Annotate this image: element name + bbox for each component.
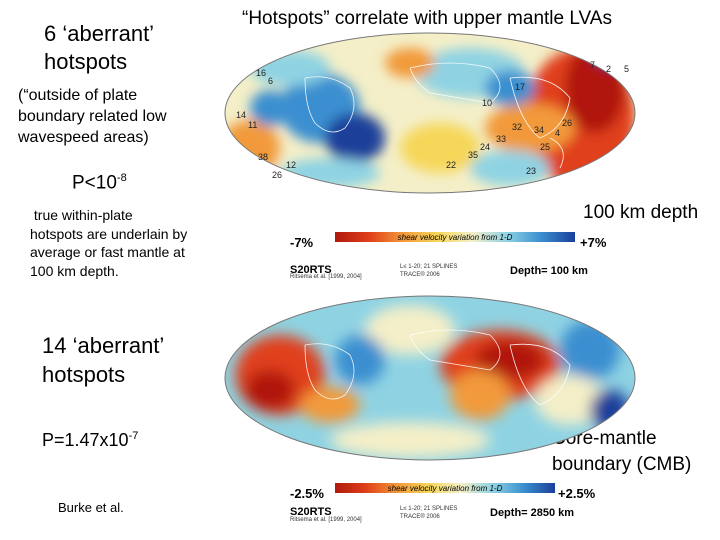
hotspot-number: 10 [482, 98, 492, 108]
color-scale-100km: -7% +7% shear velocity variation from 1-… [290, 228, 620, 280]
hotspot-number: 2 [606, 64, 611, 74]
heading-line: hotspots [42, 361, 126, 387]
depth-label: Depth= 2850 km [490, 507, 575, 519]
hotspot-number: 24 [480, 142, 490, 152]
hotspot-number: 4 [555, 128, 560, 138]
desc-line: 100 km depth. [30, 262, 119, 279]
slide-title: “Hotspots” correlate with upper mantle L… [242, 8, 612, 29]
heading-line: 14 ‘aberrant’ [42, 333, 165, 358]
hotspot-number: 6 [268, 76, 273, 86]
map-outline [224, 295, 636, 461]
hotspot-number: 34 [534, 125, 544, 135]
hotspot-number: 5 [624, 64, 629, 74]
map-outline [224, 32, 636, 194]
trace-info: TRACE® 2006 [400, 272, 440, 278]
hotspot-number: 12 [286, 160, 296, 170]
velocity-anomalies [235, 305, 630, 458]
scale-min: -7% [290, 235, 314, 250]
hotspot-number: 23 [526, 166, 536, 176]
aberrant-hotspots-14-heading: 14 ‘aberrant’ hotspots [42, 332, 164, 389]
coastlines [304, 62, 571, 169]
color-gradient-bar [335, 232, 575, 242]
p-base: P=1.47x10 [42, 430, 129, 450]
note-line: wavespeed areas) [18, 128, 149, 146]
desc-line: hotspots are underlain by [30, 225, 188, 242]
hotspot-number: 22 [446, 160, 456, 170]
scale-title: shear velocity variation from 1-D [397, 233, 513, 242]
note-line: (“outside of plate [18, 87, 138, 104]
credit-burke: Burke et al. [58, 500, 124, 515]
scale-min: -2.5% [290, 486, 324, 501]
scale-title: shear velocity variation from 1-D [387, 484, 503, 493]
heading-line: 6 ‘aberrant’ [44, 21, 155, 46]
scale-max: +7% [580, 235, 607, 250]
p-base: P<10 [72, 172, 117, 194]
spline-info: L≤ 1-20; 21 SPLINES [400, 264, 458, 270]
model-name: S20RTS [290, 264, 332, 276]
desc-line: average or fast mantle at [30, 244, 185, 261]
p-value-bottom: P=1.47x10-7 [42, 430, 138, 451]
desc-line: true within-plate [30, 207, 133, 223]
note-line: boundary related low [18, 107, 167, 125]
tomography-map-cmb [224, 295, 636, 461]
scale-max: +2.5% [558, 486, 596, 501]
caption-line: boundary (CMB) [552, 453, 692, 475]
hotspot-number: 25 [540, 142, 550, 152]
coastlines [304, 329, 571, 406]
hotspot-number: 16 [256, 68, 266, 78]
hotspot-number: 33 [496, 134, 506, 144]
hotspot-number: 32 [512, 122, 522, 132]
p-exponent: -7 [128, 430, 139, 442]
model-reference: Ritsema et al. [1999, 2004] [290, 274, 362, 280]
color-gradient-bar [335, 483, 555, 493]
p-value-top: P<10-8 [72, 172, 127, 194]
tomography-map-100km: 16 6 7 2 5 17 10 14 11 32 34 26 33 4 24 … [224, 32, 636, 194]
color-scale-cmb: -2.5% +2.5% shear velocity variation fro… [290, 480, 620, 530]
hotspot-number: 7 [590, 60, 595, 70]
trace-info: TRACE® 2006 [400, 514, 440, 520]
outside-plate-note: (“outside of plate boundary related low … [18, 86, 167, 148]
heading-line: hotspots [44, 48, 128, 74]
model-reference: Ritsema et al. [1999, 2004] [290, 517, 362, 523]
p-exponent: -8 [116, 172, 127, 184]
hotspot-number: 38 [258, 152, 268, 162]
hotspot-number: 14 [236, 110, 246, 120]
hotspot-number: 17 [515, 82, 525, 92]
within-plate-description: true within-plate hotspots are underlain… [30, 206, 230, 280]
hotspot-number: 26 [562, 118, 572, 128]
hotspot-number: 11 [248, 120, 257, 130]
aberrant-hotspots-6-heading: 6 ‘aberrant’ hotspots [44, 20, 154, 75]
model-name: S20RTS [290, 506, 332, 518]
spline-info: L≤ 1-20; 21 SPLINES [400, 506, 458, 512]
depth-caption-100km: 100 km depth [583, 202, 699, 223]
hotspot-number: 35 [468, 150, 478, 160]
hotspot-number: 26 [272, 170, 282, 180]
depth-label: Depth= 100 km [510, 265, 588, 277]
hotspot-labels: 16 6 7 2 5 17 10 14 11 32 34 26 33 4 24 … [236, 60, 629, 180]
